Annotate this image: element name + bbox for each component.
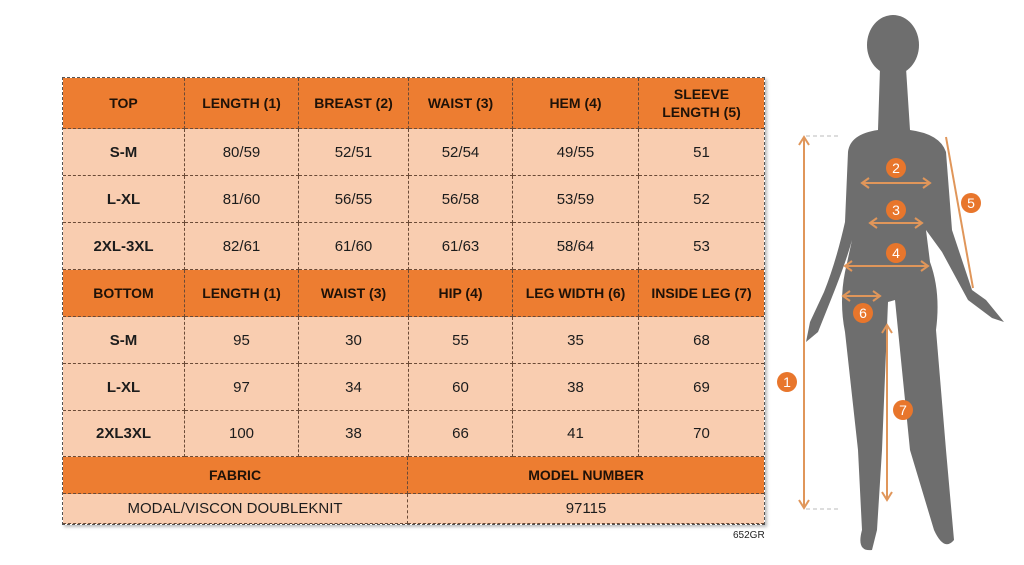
table-cell: 56/58 xyxy=(409,176,513,223)
table-cell: 100 xyxy=(185,411,299,457)
silhouette xyxy=(806,15,1004,551)
column-header: WAIST (3) xyxy=(299,270,409,317)
marker-circle xyxy=(893,400,913,420)
column-header: HIP (4) xyxy=(409,270,513,317)
header-row: BOTTOM LENGTH (1) WAIST (3) HIP (4) LEG WIDT… xyxy=(63,270,764,317)
table-cell: 82/61 xyxy=(185,223,299,270)
table-cell: 68 xyxy=(639,317,764,364)
table-row: L-XL 97 34 60 38 69 xyxy=(63,364,764,411)
column-header: LENGTH (1) xyxy=(185,78,299,129)
size-label: L-XL xyxy=(63,176,185,223)
table-row: L-XL 81/60 56/55 56/58 53/59 52 xyxy=(63,176,764,223)
table-cell: 58/64 xyxy=(513,223,639,270)
table-cell: 66 xyxy=(409,411,513,457)
table-cell: 81/60 xyxy=(185,176,299,223)
table-cell: 56/55 xyxy=(299,176,409,223)
table-cell: 49/55 xyxy=(513,129,639,176)
measurement-markers: 1 2 3 4 5 6 7 xyxy=(777,158,981,420)
column-header: LEG WIDTH (6) xyxy=(513,270,639,317)
table-row: S-M 95 30 55 35 68 xyxy=(63,317,764,364)
table-cell: 52/54 xyxy=(409,129,513,176)
table-cell: 52 xyxy=(639,176,764,223)
table-cell: 55 xyxy=(409,317,513,364)
table-cell: MODAL/VISCON DOUBLEKNIT xyxy=(63,494,409,524)
table-row: MODAL/VISCON DOUBLEKNIT 97115 xyxy=(63,494,764,524)
table-cell: 61/60 xyxy=(299,223,409,270)
column-header: MODEL NUMBER xyxy=(408,457,764,494)
size-label: S-M xyxy=(63,317,185,364)
table-row: 2XL-3XL 82/61 61/60 61/63 58/64 53 xyxy=(63,223,764,270)
marker-circle xyxy=(777,372,797,392)
size-label: S-M xyxy=(63,129,185,176)
size-label: 2XL-3XL xyxy=(63,223,185,270)
marker-circle xyxy=(853,303,873,323)
column-header: INSIDE LEG (7) xyxy=(639,270,764,317)
column-header: FABRIC xyxy=(63,457,409,494)
size-chart-table: TOP LENGTH (1) BREAST (2) WAIST (3) HEM (4) S… xyxy=(62,77,765,525)
header-row: FABRIC MODEL NUMBER xyxy=(63,457,764,494)
marker-number: 4 xyxy=(892,245,900,261)
column-header: BREAST (2) xyxy=(299,78,409,129)
table-cell: 51 xyxy=(639,129,764,176)
marker-number: 5 xyxy=(967,195,975,211)
table-row: S-M 80/59 52/51 52/54 49/55 51 xyxy=(63,129,764,176)
table-cell: 97115 xyxy=(408,494,764,524)
marker-circle xyxy=(886,200,906,220)
table-cell: 60 xyxy=(409,364,513,411)
column-header: SLEEVE LENGTH (5) xyxy=(639,78,764,129)
table-cell: 53 xyxy=(639,223,764,270)
table-cell: 61/63 xyxy=(409,223,513,270)
table-cell: 69 xyxy=(639,364,764,411)
table-cell: 70 xyxy=(639,411,764,457)
table-cell: 41 xyxy=(513,411,639,457)
marker-number: 2 xyxy=(892,160,900,176)
marker-circle xyxy=(886,158,906,178)
table-cell: 38 xyxy=(299,411,409,457)
column-header: HEM (4) xyxy=(513,78,639,129)
guide-lines xyxy=(806,135,840,510)
marker-number: 7 xyxy=(899,402,907,418)
marker-number: 6 xyxy=(859,305,867,321)
table-cell: 97 xyxy=(185,364,299,411)
table-cell: 34 xyxy=(299,364,409,411)
table-cell: 95 xyxy=(185,317,299,364)
measurement-arrows xyxy=(798,135,974,510)
column-header: TOP xyxy=(63,78,185,129)
table-cell: 53/59 xyxy=(513,176,639,223)
column-header: BOTTOM xyxy=(63,270,185,317)
marker-circle xyxy=(961,193,981,213)
marker-circle xyxy=(886,243,906,263)
column-header: LENGTH (1) xyxy=(185,270,299,317)
table-cell: 35 xyxy=(513,317,639,364)
product-code: 652GR xyxy=(733,530,765,541)
marker-number: 1 xyxy=(783,374,791,390)
size-label: 2XL3XL xyxy=(63,411,185,457)
table-row: 2XL3XL 100 38 66 41 70 xyxy=(63,411,764,457)
header-row: TOP LENGTH (1) BREAST (2) WAIST (3) HEM (4) S… xyxy=(63,78,764,129)
table-cell: 52/51 xyxy=(299,129,409,176)
marker-number: 3 xyxy=(892,202,900,218)
table-cell: 80/59 xyxy=(185,129,299,176)
table-cell: 30 xyxy=(299,317,409,364)
size-label: L-XL xyxy=(63,364,185,411)
table-cell: 38 xyxy=(513,364,639,411)
column-header: WAIST (3) xyxy=(409,78,513,129)
